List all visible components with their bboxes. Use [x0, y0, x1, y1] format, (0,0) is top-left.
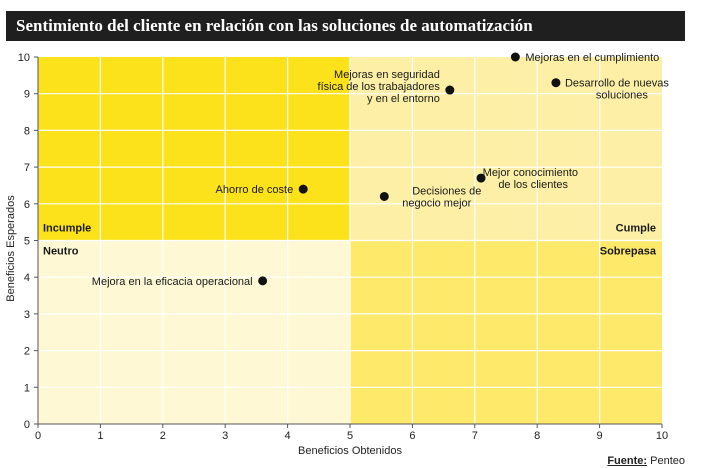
data-point: [379, 191, 389, 201]
data-point: [258, 276, 268, 286]
source-label: Fuente:: [607, 455, 648, 467]
data-point: [476, 173, 486, 183]
y-tick-label: 7: [24, 162, 30, 174]
y-tick-label: 6: [24, 199, 30, 211]
grid-lines: [38, 57, 662, 424]
data-point-label-line: física de los trabajadores: [318, 81, 441, 93]
y-tick-label: 2: [24, 346, 30, 358]
data-point-label: Decisiones de negocio mejor: [402, 185, 481, 209]
data-point-label: Ahorro de coste: [216, 184, 294, 196]
data-point-label: Mejora en la eficacia operacional: [92, 276, 253, 288]
data-point: [445, 85, 455, 95]
quadrant-labels: Incumple Neutro Cumple Sobrepasa: [43, 223, 657, 258]
source-value: Penteo: [650, 455, 685, 467]
x-tick-label: 2: [160, 430, 166, 442]
x-tick-label: 8: [534, 430, 540, 442]
data-points: Mejoras en el cumplimiento Desarrollo de …: [92, 52, 670, 288]
quadrant-neutro: [38, 240, 350, 424]
x-axis-label: Beneficios Obtenidos: [298, 445, 402, 457]
data-point-label-line: Ahorro de coste: [216, 184, 294, 196]
quadrant-label-incumple: Incumple: [43, 223, 91, 235]
data-point-label-line: negocio mejor: [402, 197, 471, 209]
data-point: [298, 184, 308, 194]
source-note: Fuente: Penteo: [607, 455, 685, 467]
quadrant-label-sobrepasa: Sobrepasa: [600, 246, 657, 258]
y-tick-label: 0: [24, 419, 30, 431]
data-point-label-line: Mejoras en el cumplimiento: [525, 52, 659, 64]
x-tick-label: 0: [35, 430, 41, 442]
data-point-label: Desarrollo de nuevas soluciones: [565, 78, 669, 102]
data-point-label-line: de los clientes: [498, 179, 568, 191]
x-tick-label: 9: [597, 430, 603, 442]
quadrant-sobrepasa: [350, 240, 662, 424]
data-point-label-line: Mejor conocimiento: [483, 167, 578, 179]
quadrant-incumple: [38, 57, 350, 241]
data-point-label-line: Desarrollo de nuevas: [565, 78, 669, 90]
data-point: [551, 78, 561, 88]
x-tick-label: 7: [472, 430, 478, 442]
x-tick-label: 3: [222, 430, 228, 442]
data-point-label: Mejoras en seguridad física de los trabaj…: [318, 69, 441, 105]
quadrant-cumple: [350, 57, 662, 241]
data-point-label-line: y en el entorno: [367, 93, 440, 105]
y-tick-label: 4: [24, 272, 30, 284]
y-tick-label: 3: [24, 309, 30, 321]
y-tick-label: 1: [24, 382, 30, 394]
quadrant-label-cumple: Cumple: [616, 223, 656, 235]
x-tick-label: 5: [347, 430, 353, 442]
chart-title: Sentimiento del cliente en relación con …: [16, 16, 533, 35]
quadrant-label-neutro: Neutro: [43, 246, 79, 258]
data-point: [510, 52, 520, 62]
data-point-label-line: soluciones: [596, 90, 648, 102]
title-bar: Sentimiento del cliente en relación con …: [6, 11, 685, 41]
x-tick-label: 10: [656, 430, 668, 442]
data-point-label: Mejor conocimiento de los clientes: [483, 167, 578, 191]
y-tick-label: 8: [24, 125, 30, 137]
y-tick-label: 5: [24, 236, 30, 248]
axes: 0 1 2 3 4 5 6 7 8 9 10 0 1 2 3 4 5 6 7 8 9 10 Beneficios Obten…: [5, 52, 668, 457]
y-axis-label: Beneficios Esperados: [5, 195, 17, 302]
y-tick-label: 10: [18, 52, 30, 64]
data-point-label-line: Mejoras en seguridad: [334, 69, 440, 81]
data-point-label-line: Mejora en la eficacia operacional: [92, 276, 253, 288]
x-tick-label: 4: [285, 430, 291, 442]
x-tick-label: 6: [409, 430, 415, 442]
x-tick-label: 1: [97, 430, 103, 442]
data-point-label: Mejoras en el cumplimiento: [525, 52, 659, 64]
y-tick-label: 9: [24, 89, 30, 101]
data-point-label-line: Decisiones de: [412, 185, 481, 197]
quadrant-backgrounds: [38, 57, 662, 424]
